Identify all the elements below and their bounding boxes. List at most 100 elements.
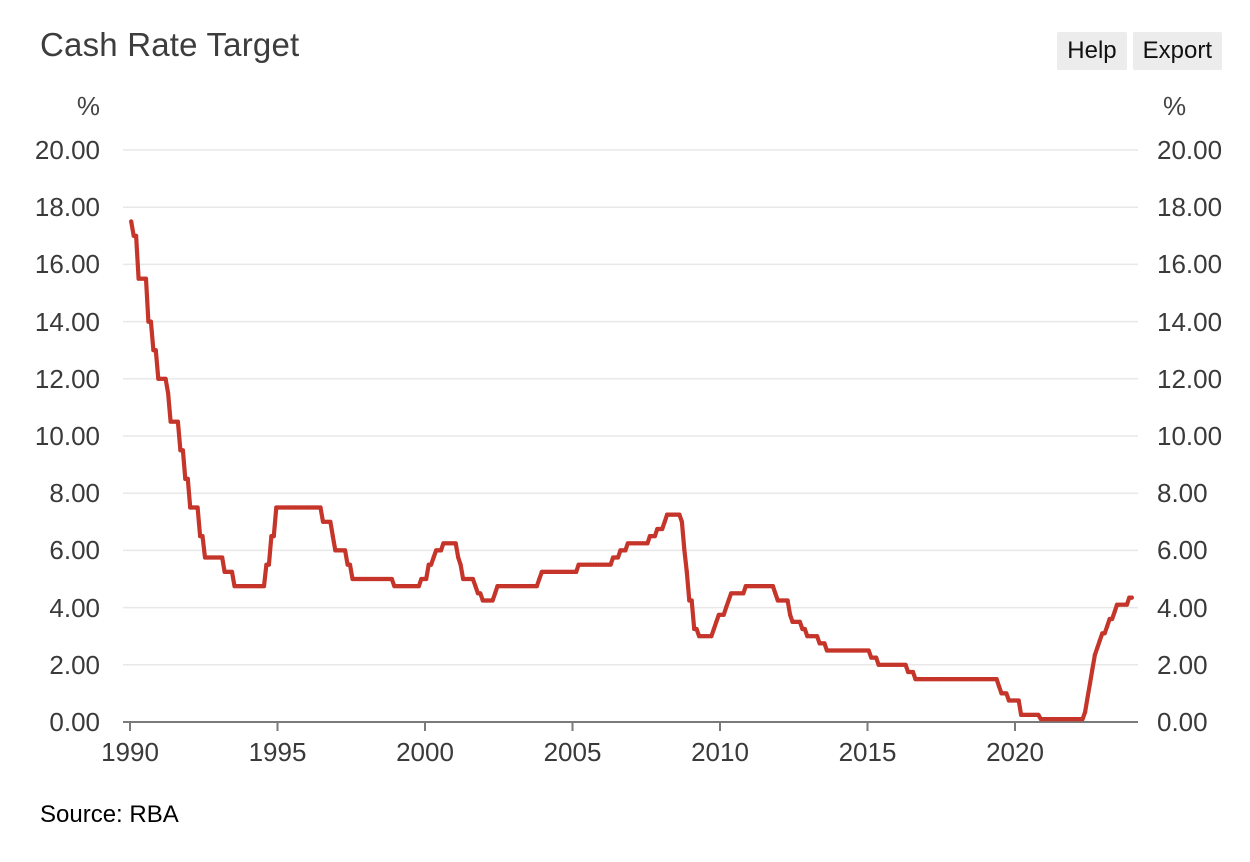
y-axis-tick-label-right: 2.00 [1157,649,1208,680]
data-point [721,612,726,617]
data-point [416,584,421,589]
data-point [537,576,542,582]
unit-label-left: % [76,91,100,121]
data-point [490,598,495,603]
x-axis-tick-label: 2020 [986,737,1044,767]
y-axis-tick-label-left: 10.00 [34,421,100,451]
data-point [608,562,613,567]
data-point [996,684,1002,689]
data-point [1102,631,1107,636]
data-point [874,655,879,660]
help-button[interactable]: Help [1057,32,1127,70]
export-button[interactable]: Export [1132,32,1222,70]
data-point [271,534,276,539]
data-point [473,584,478,589]
data-point [770,584,776,589]
data-point [660,526,665,532]
data-point [682,548,687,553]
data-point [645,541,650,546]
y-axis-tick-label-right: 6.00 [1157,535,1208,566]
page-title: Cash Rate Target [40,26,300,63]
data-point [802,626,807,632]
data-point [148,319,153,324]
data-point [724,605,729,610]
data-point [1016,698,1021,703]
data-point [903,662,908,667]
data-point [662,519,667,524]
data-point [456,555,461,560]
y-axis-tick-label-left: 14.00 [34,306,100,337]
data-point [1110,616,1115,622]
data-point [714,619,719,625]
data-point [1129,595,1134,600]
data-point [1085,695,1090,700]
y-axis-tick-label-right: 4.00 [1157,592,1208,623]
data-point [347,562,353,567]
data-point [694,626,699,632]
data-point [166,391,171,396]
data-point [470,576,475,582]
y-axis-tick-label-right: 16.00 [1157,249,1223,280]
x-axis-tick-label: 2000 [396,737,454,767]
source-note: Source: RBA [40,801,179,828]
data-point [180,448,185,453]
y-axis-tick-label-right: 8.00 [1157,478,1208,509]
data-point [866,648,871,653]
data-point [677,512,682,517]
y-axis-tick-label-left: 8.00 [49,478,100,509]
data-point [684,569,689,575]
y-axis-tick-label-right: 18.00 [1157,192,1223,223]
data-point [994,677,999,682]
y-axis-tick-label-left: 6.00 [49,535,100,566]
y-axis-tick-label-right: 0.00 [1157,707,1208,737]
data-point [815,634,820,639]
data-point [163,376,168,381]
data-point [431,555,436,560]
data-point [424,576,429,582]
y-axis-tick-label-right: 20.00 [1157,135,1223,165]
y-axis-tick-label-left: 12.00 [34,363,100,394]
toolbar: Help Export [1057,32,1222,70]
data-point [1112,609,1117,615]
data-point [458,562,463,567]
data-point [1105,624,1110,629]
data-point [429,562,434,567]
data-point [822,641,827,646]
data-point [328,519,333,524]
data-point [266,562,271,567]
y-axis-tick-label-left: 4.00 [49,592,100,623]
data-point [185,476,190,481]
data-point [175,419,180,424]
data-point [785,598,790,603]
data-point [220,555,225,560]
data-point [438,548,444,553]
x-axis-tick-label: 1990 [101,737,159,767]
data-point [229,569,235,575]
data-point [711,626,717,632]
data-point [1095,645,1100,650]
data-point [1080,717,1085,722]
data-point [261,584,267,589]
data-point [1090,667,1095,672]
data-point [773,591,778,596]
data-point [1124,602,1129,607]
y-axis-tick-label-left: 16.00 [34,249,100,280]
data-point [534,584,540,589]
data-point [788,612,793,617]
data-point [453,541,458,546]
data-point [1097,638,1102,643]
y-axis-tick-label-left: 0.00 [49,707,100,737]
y-axis-tick-label-left: 20.00 [34,135,100,165]
data-point [615,555,621,560]
data-point [134,233,139,238]
rate-line [129,219,1134,722]
data-point [910,669,916,675]
data-point [493,591,498,596]
data-point [389,576,394,582]
x-axis-tick-label: 1995 [248,737,307,767]
data-point [343,548,348,553]
y-axis-tick-label-right: 14.00 [1157,306,1223,337]
data-point [200,534,205,539]
y-axis-tick-label-right: 10.00 [1157,421,1223,451]
